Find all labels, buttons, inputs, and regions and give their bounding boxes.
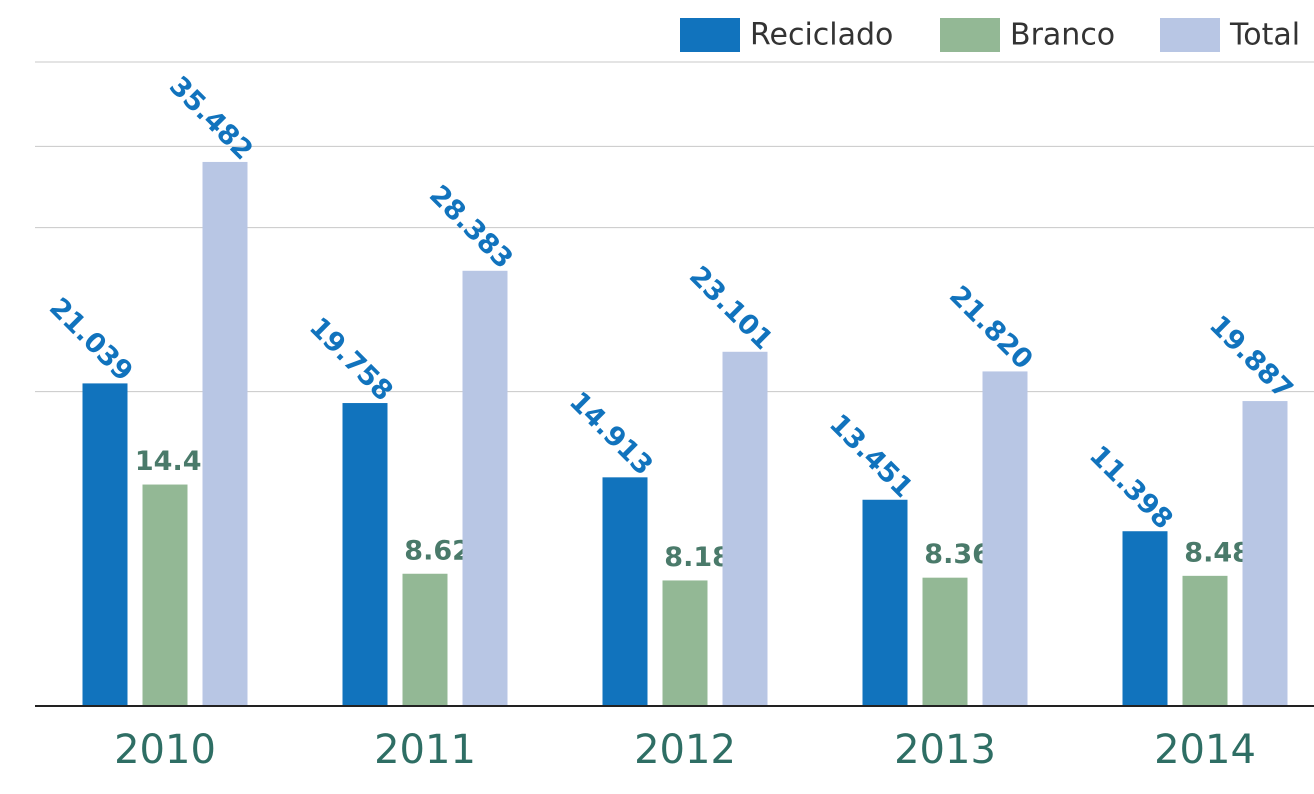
bar: [202, 161, 248, 706]
legend-swatch: [680, 18, 740, 52]
data-label: 23.101: [683, 260, 779, 356]
bar: [662, 580, 708, 706]
data-label: 21.820: [943, 280, 1039, 376]
legend-label: Total: [1229, 18, 1300, 53]
x-tick-label: 2013: [894, 727, 996, 773]
legend-label: Reciclado: [750, 18, 893, 53]
data-label: 19.758: [303, 312, 399, 408]
legend-swatch: [940, 18, 1000, 52]
bar: [862, 499, 908, 706]
x-tick-label: 2011: [374, 727, 476, 773]
legend-label: Branco: [1010, 18, 1115, 53]
bar: [1242, 401, 1288, 706]
data-label: 13.451: [823, 408, 919, 504]
bar: [602, 477, 648, 706]
data-label: 21.039: [43, 292, 139, 388]
bar: [462, 270, 508, 706]
bar: [142, 484, 188, 706]
data-label: 35.482: [163, 71, 259, 167]
data-label: 11.398: [1083, 440, 1179, 536]
bar: [1122, 531, 1168, 706]
x-tick-label: 2010: [114, 727, 216, 773]
bar: [922, 577, 968, 706]
x-tick-label: 2014: [1154, 727, 1256, 773]
bar: [722, 351, 768, 706]
data-label: 19.887: [1203, 310, 1299, 406]
x-tick-label: 2012: [634, 727, 736, 773]
bar: [402, 573, 448, 706]
bar: [982, 371, 1028, 706]
bar: [342, 403, 388, 706]
bar: [82, 383, 128, 706]
data-label: 14.913: [563, 386, 659, 482]
legend-swatch: [1160, 18, 1220, 52]
bar: [1182, 575, 1228, 706]
